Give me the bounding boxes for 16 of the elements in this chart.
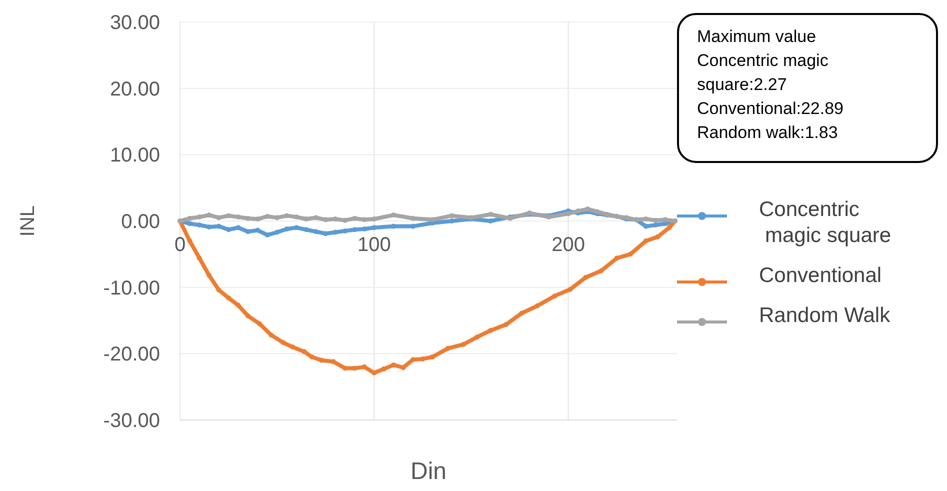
legend-label: Concentric magic square bbox=[759, 198, 892, 247]
y-tick-label: 30.00 bbox=[110, 12, 160, 34]
x-tick-label: 100 bbox=[357, 234, 391, 256]
legend-label: Conventional bbox=[759, 264, 882, 287]
x-tick-label: 200 bbox=[552, 234, 585, 256]
y-tick-label: 0.00 bbox=[121, 211, 160, 233]
y-tick-label: -10.00 bbox=[103, 277, 160, 300]
x-tick-label: 0 bbox=[174, 234, 186, 256]
x-axis-title: Din bbox=[410, 458, 447, 485]
y-axis-title: INL bbox=[17, 205, 39, 237]
text: Maximum value Concentric magic square:2.27 Conventional:22.89 Random walk:1.83 bbox=[697, 27, 844, 142]
y-tick-label: 10.00 bbox=[110, 144, 160, 167]
legend-label: Random Walk bbox=[759, 304, 891, 327]
y-tick-label: -30.00 bbox=[103, 410, 160, 432]
y-tick-label: 20.00 bbox=[110, 78, 160, 100]
y-tick-label: -20.00 bbox=[103, 344, 160, 366]
